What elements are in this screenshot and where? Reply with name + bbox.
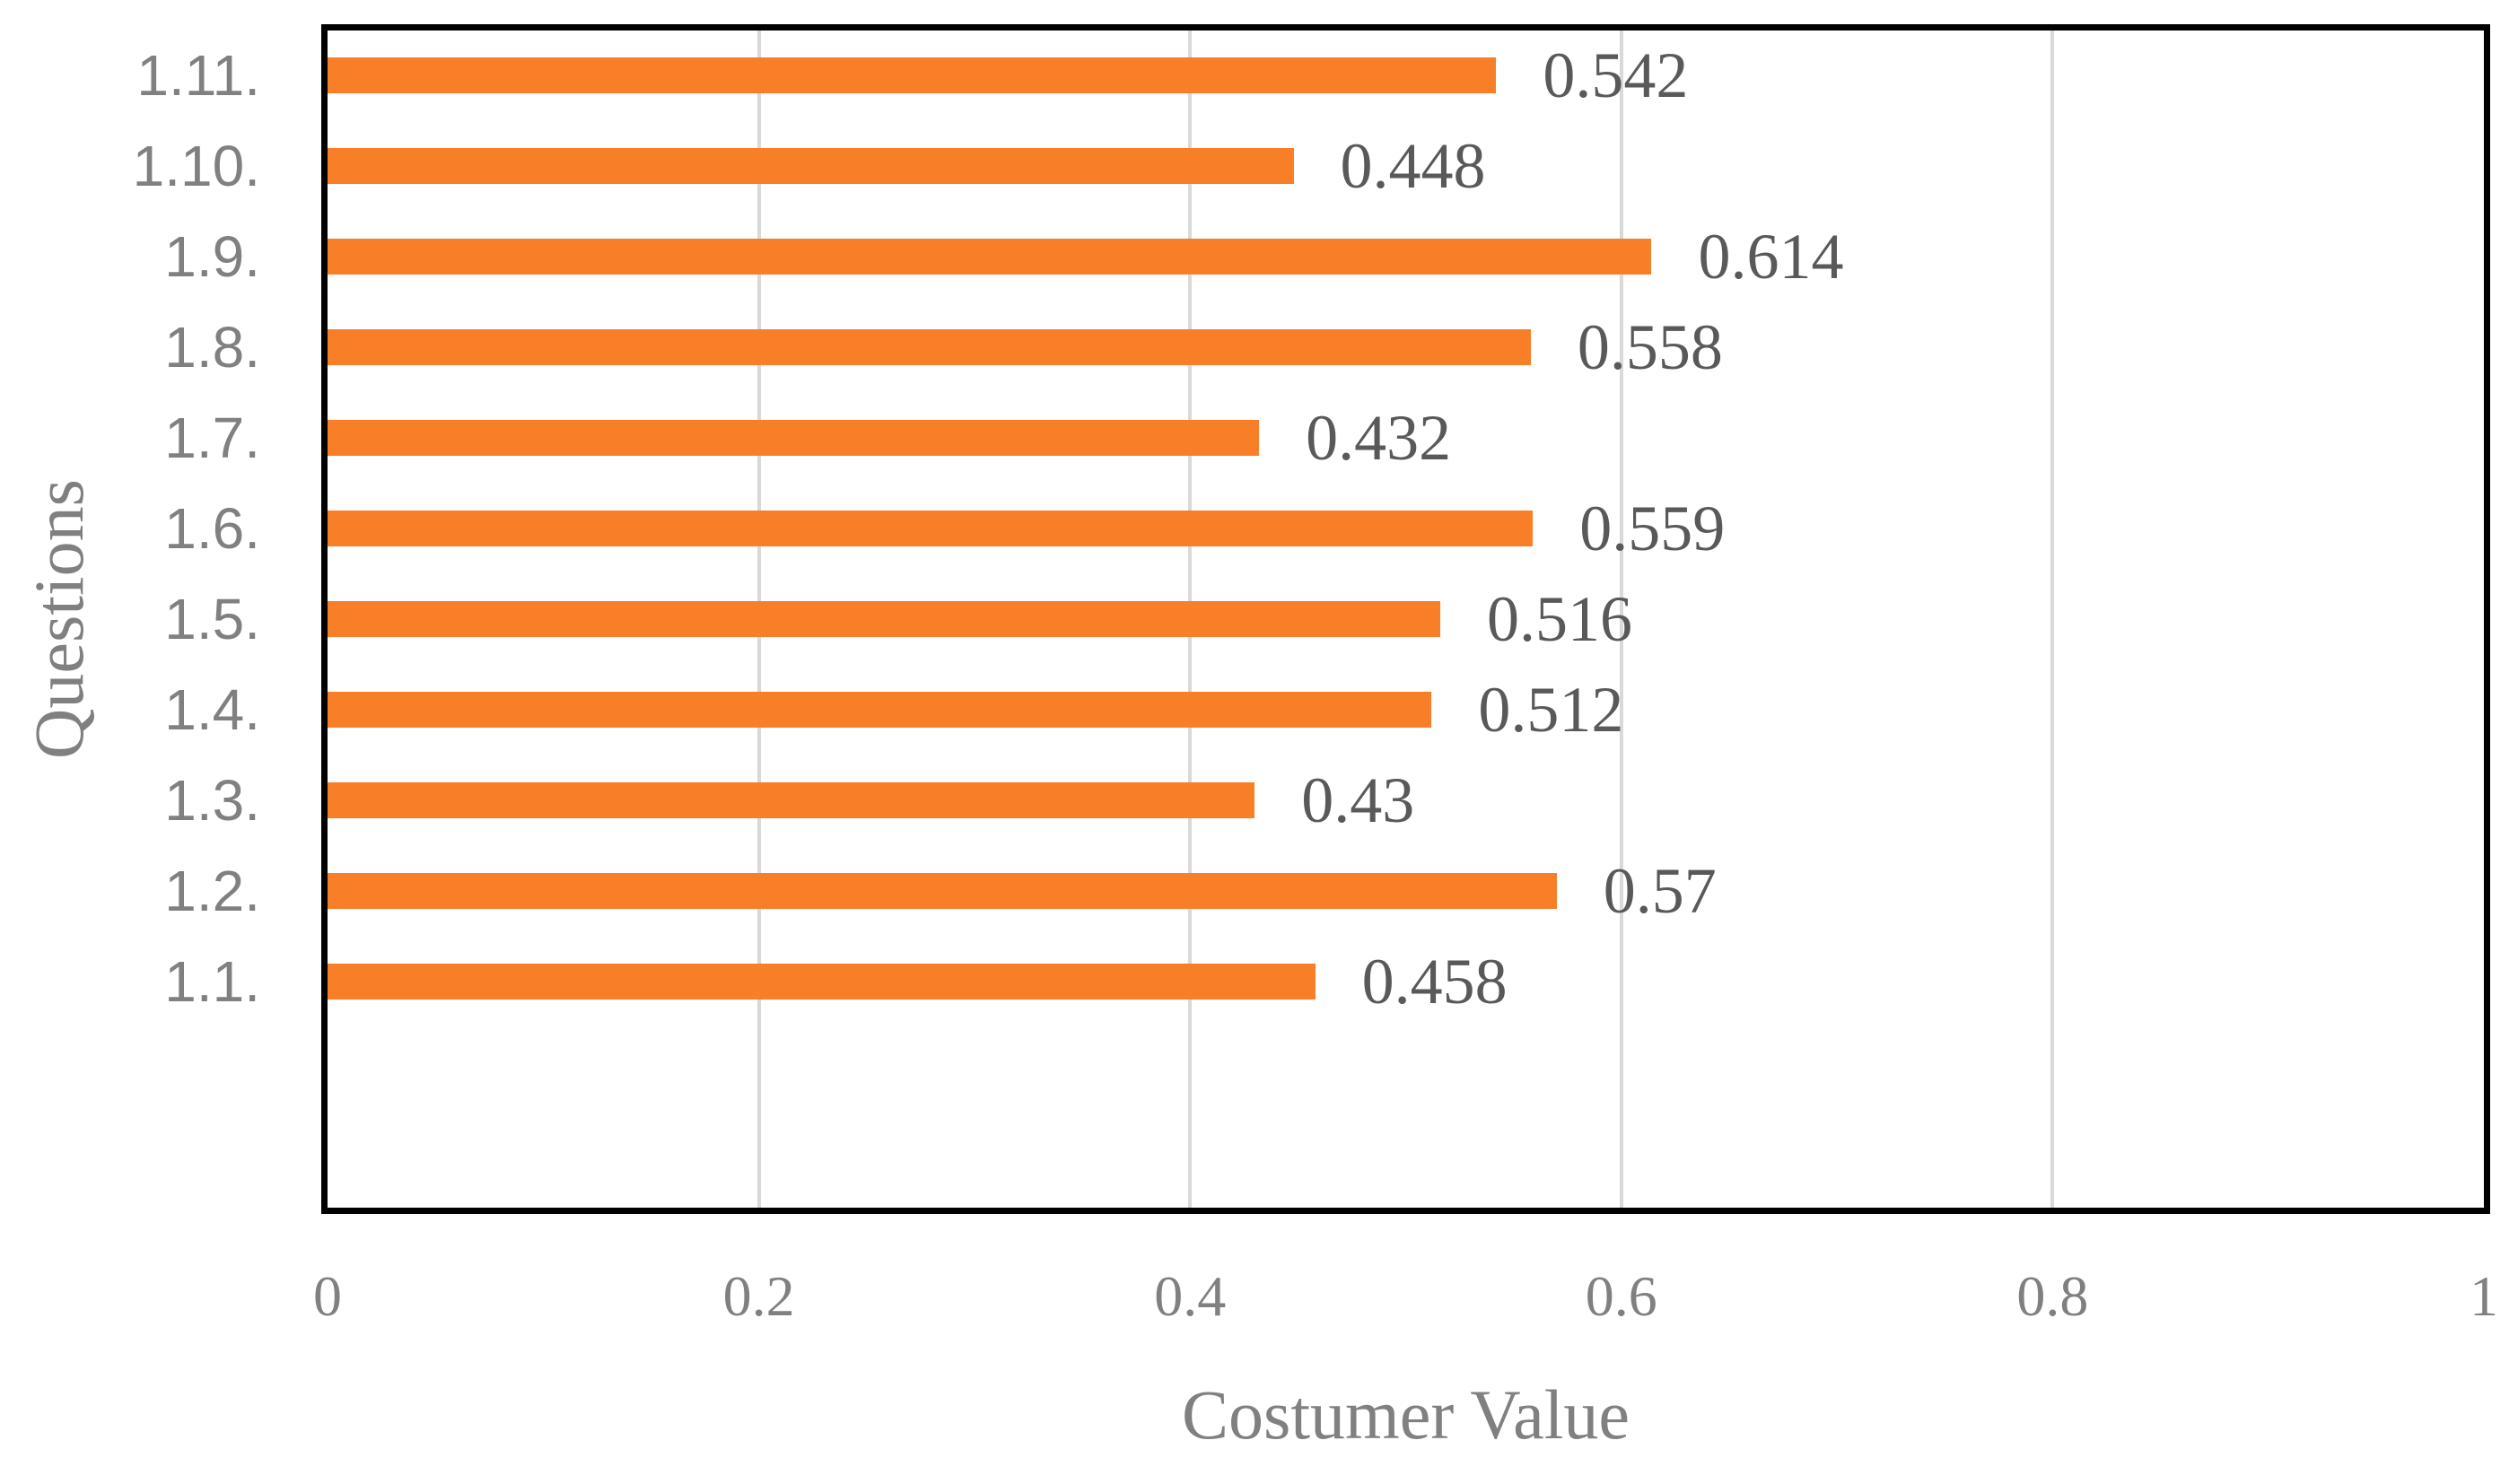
- y-axis-category-label: 1.6.: [164, 496, 260, 562]
- bar: [328, 420, 1260, 457]
- y-axis-category-label: 1.2.: [164, 858, 260, 923]
- y-axis-category-label: 1.1.: [164, 948, 260, 1014]
- data-label: 0.516: [1486, 583, 1632, 655]
- gridline: [1619, 31, 1623, 1208]
- x-axis-tick-label: 0.4: [1154, 1264, 1227, 1328]
- y-axis-category-label: 1.11.: [136, 43, 260, 109]
- data-label: 0.558: [1577, 311, 1723, 384]
- bar: [328, 329, 1531, 366]
- data-label: 0.542: [1543, 39, 1689, 112]
- x-axis-tick-label: 1: [2470, 1264, 2498, 1328]
- data-label: 0.559: [1579, 493, 1726, 565]
- data-label: 0.448: [1340, 130, 1486, 203]
- y-axis-category-label: 1.3.: [164, 767, 260, 833]
- bar: [328, 511, 1534, 547]
- plot-area: 0.542 0.448 0.614 0.558 0.432 0.559 0.516 0.512…: [321, 24, 2490, 1214]
- bar: [328, 148, 1294, 185]
- data-label: 0.458: [1361, 945, 1508, 1017]
- bar: [328, 872, 1557, 909]
- bar: [328, 601, 1440, 637]
- gridline: [2050, 31, 2055, 1208]
- y-axis-category-label: 1.4.: [164, 677, 260, 742]
- data-label: 0.43: [1301, 764, 1415, 836]
- y-axis-category-label: 1.7.: [164, 406, 260, 471]
- bar: [328, 239, 1652, 275]
- data-label: 0.57: [1603, 854, 1717, 927]
- y-axis-category-label: 1.10.: [132, 134, 260, 199]
- y-axis-category-label: 1.5.: [164, 587, 260, 651]
- y-axis-category-label: 1.8.: [164, 315, 260, 380]
- x-axis-tick-label: 0.2: [722, 1264, 795, 1328]
- data-label: 0.614: [1698, 221, 1844, 293]
- x-axis-tick-label: 0.8: [2016, 1264, 2089, 1328]
- bar: [328, 57, 1497, 94]
- x-axis-title: Costumer Value: [1181, 1375, 1630, 1453]
- y-axis-category-label: 1.9.: [164, 224, 260, 290]
- data-label: 0.512: [1478, 673, 1624, 746]
- bar: [328, 781, 1255, 818]
- data-label: 0.432: [1306, 402, 1452, 475]
- bar: [328, 963, 1316, 1000]
- bar: [328, 691, 1432, 728]
- x-axis-tick-label: 0.6: [1585, 1264, 1657, 1328]
- x-axis-tick-label: 0: [313, 1264, 342, 1328]
